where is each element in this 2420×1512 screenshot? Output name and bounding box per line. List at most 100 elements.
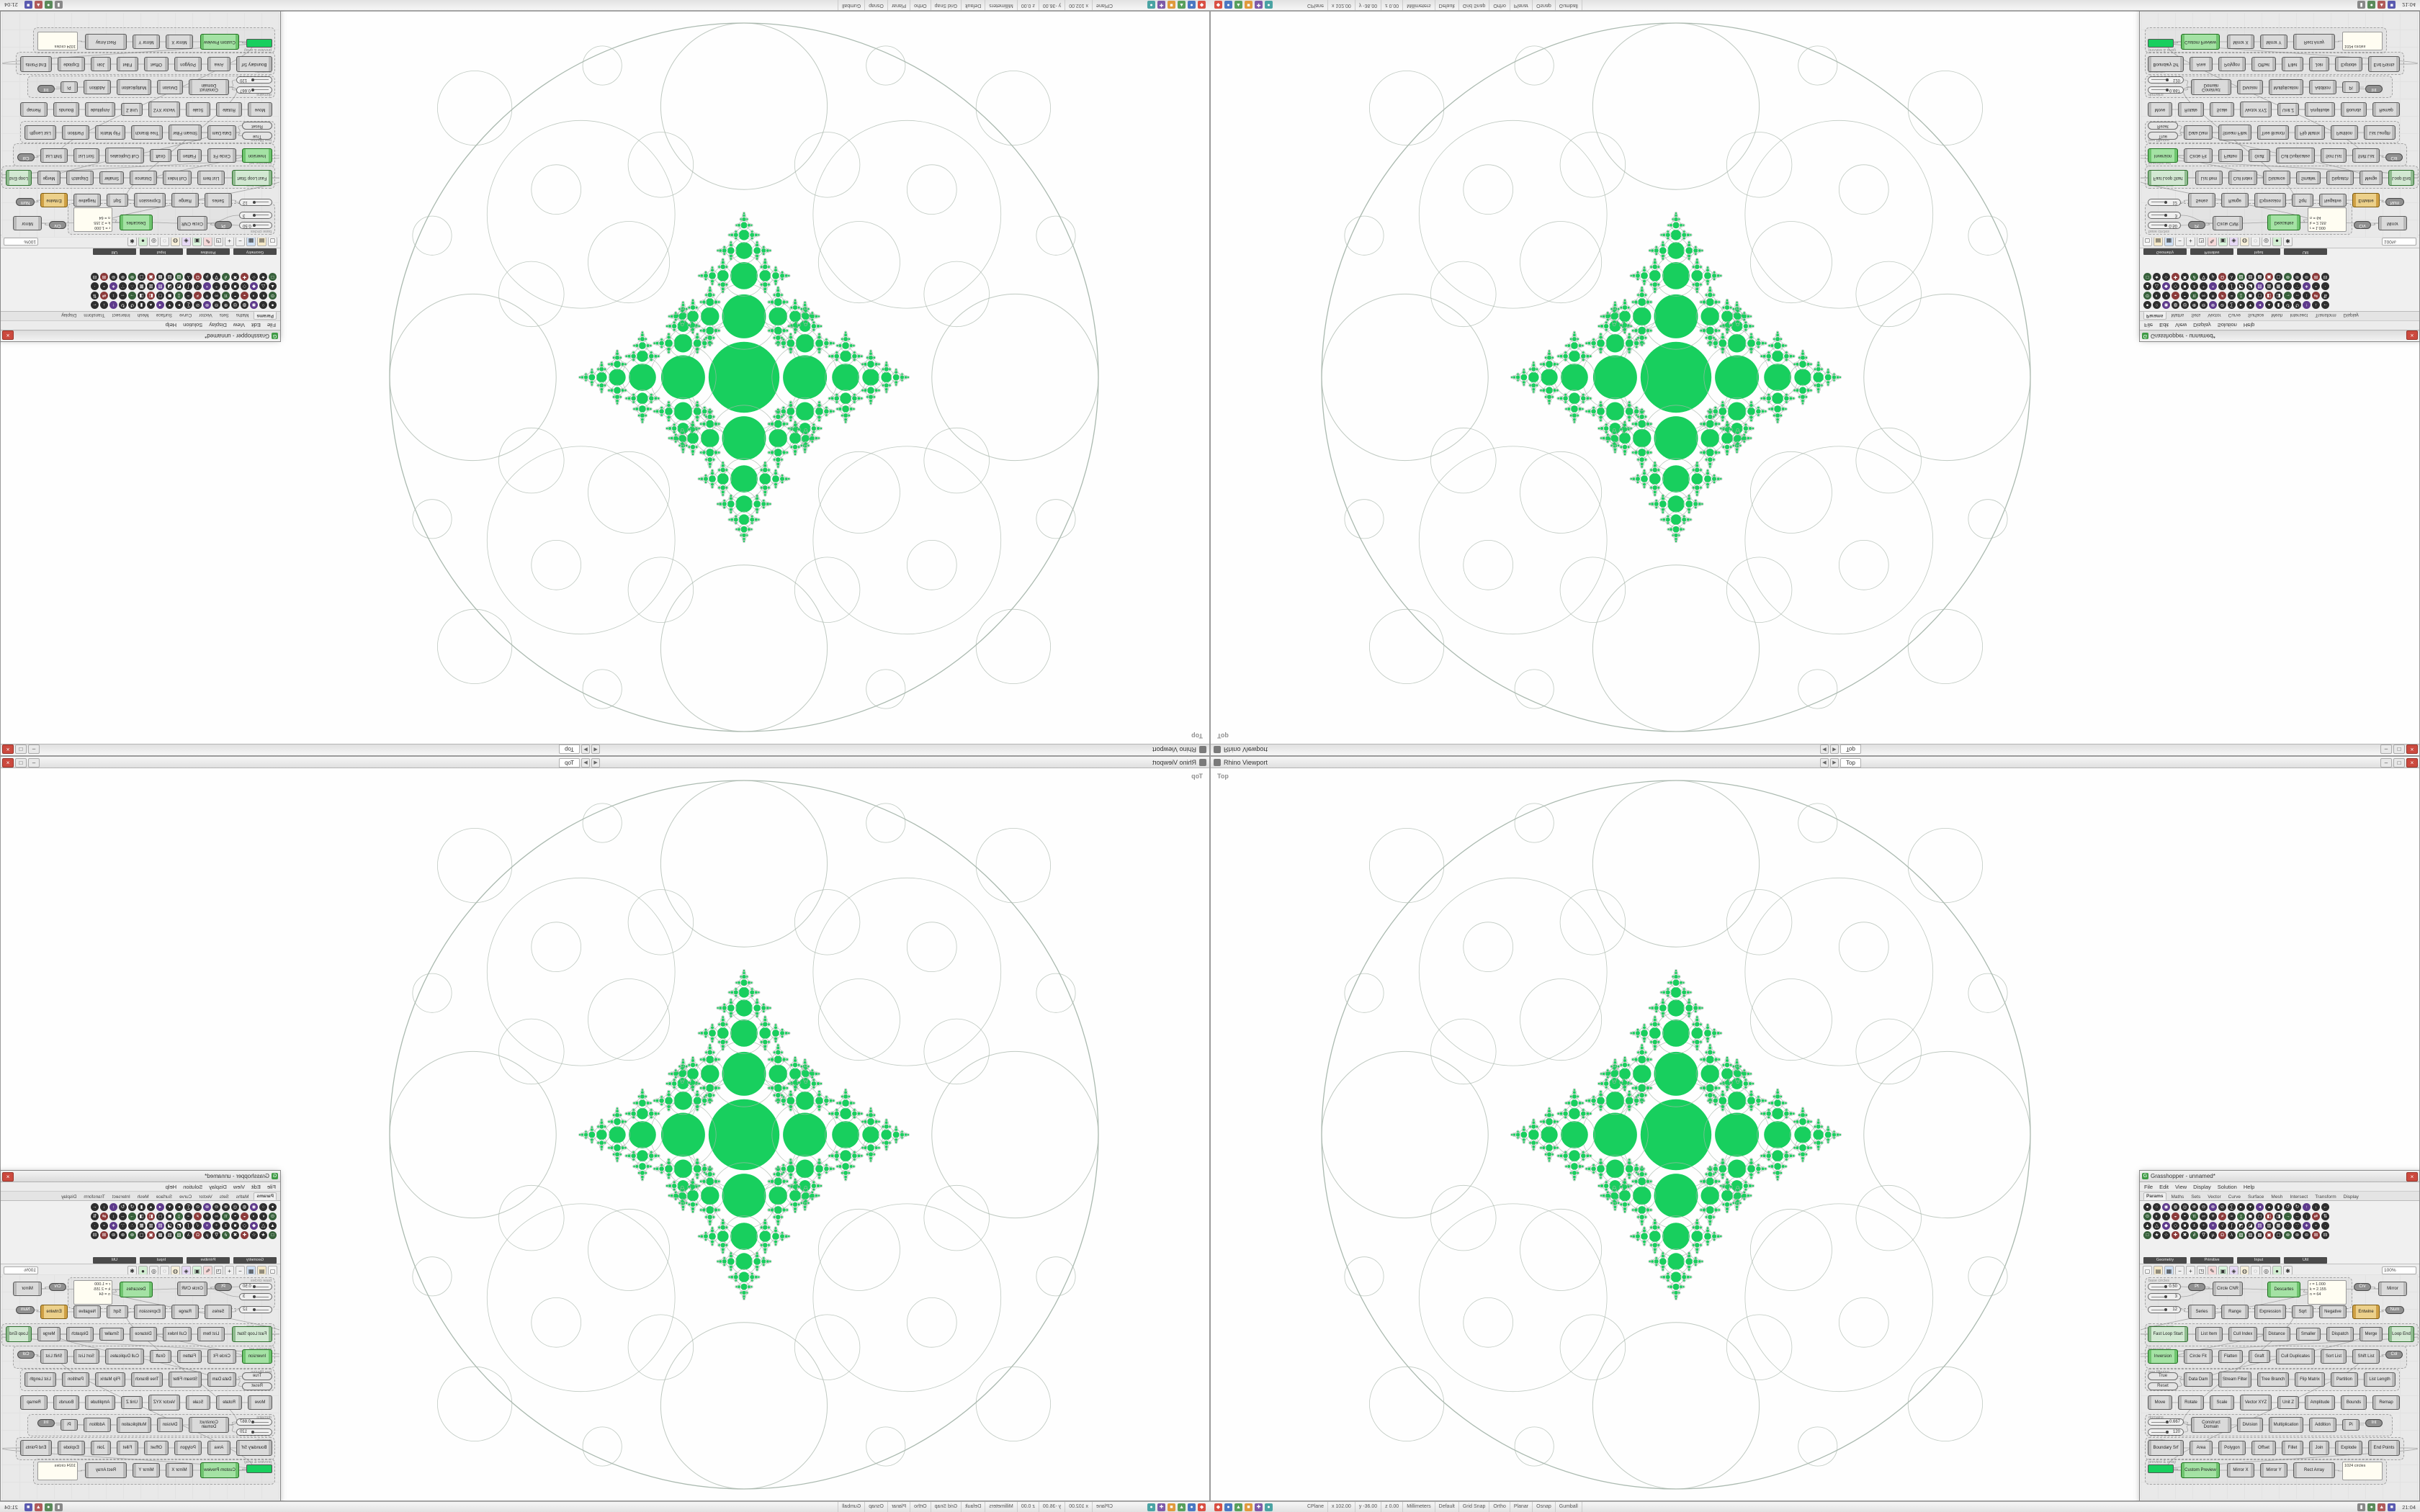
gh-node-construct-domain[interactable]: Construct Domain (2191, 1417, 2231, 1433)
status-token-gumball[interactable]: Gumball (1555, 0, 1582, 10)
gh-node-multiplication[interactable]: Multiplication (2269, 1417, 2303, 1433)
group-icon[interactable]: ▣ (192, 237, 202, 246)
zoom-in-icon[interactable]: + (225, 237, 234, 246)
gh-node-shift-list[interactable]: Shift List (40, 148, 68, 163)
palette-icon[interactable]: ◼ (2246, 1212, 2254, 1220)
palette-icon[interactable]: ◧ (147, 292, 155, 300)
status-token-planar[interactable]: Planar (887, 1502, 910, 1512)
palette-icon[interactable]: ★ (2153, 1231, 2161, 1239)
gh-node-data-dam[interactable]: Data Dam (207, 125, 236, 140)
palette-icon[interactable]: ◪ (166, 282, 174, 290)
gh-node-int[interactable]: Int (37, 85, 55, 93)
palette-icon[interactable]: ▴ (2265, 301, 2273, 309)
prev-tab-arrow-icon[interactable]: ◀ (1820, 758, 1829, 768)
save-file-icon[interactable]: ▦ (2164, 237, 2174, 246)
palette-icon[interactable]: ⊚ (2284, 1231, 2292, 1239)
gh-node-unit-z[interactable]: Unit Z (2277, 103, 2299, 116)
gh-node-descartes[interactable]: Descartes (120, 215, 153, 230)
palette-panel-label[interactable]: Primitive (2190, 248, 2233, 255)
cluster-icon[interactable]: ◈ (2229, 237, 2238, 246)
palette-icon[interactable]: ≡ (203, 1212, 211, 1220)
palette-icon[interactable]: ⊘ (194, 301, 202, 309)
gh-node-list-item[interactable]: List Item (197, 1327, 225, 1341)
palette-icon[interactable]: ∴ (128, 1222, 136, 1230)
palette-icon[interactable]: ⊛ (2293, 1231, 2301, 1239)
gh-node-smaller[interactable]: Smaller (99, 171, 124, 184)
tab-mesh[interactable]: Mesh (137, 312, 149, 318)
palette-icon[interactable]: ⊕ (222, 301, 230, 309)
palette-icon[interactable]: ⊕ (2190, 301, 2198, 309)
tray-icon-3[interactable]: ▲ (34, 1, 42, 9)
maximize-button[interactable]: □ (15, 744, 27, 754)
palette-icon[interactable]: ✖ (231, 273, 239, 281)
viewport-name-label[interactable]: Top (1191, 773, 1203, 780)
palette-icon[interactable]: ▣ (147, 1231, 155, 1239)
gh-node-rect-array[interactable]: Rect Array (85, 34, 127, 50)
status-token-z-0-00[interactable]: z 0.00 (1016, 0, 1039, 10)
palette-icon[interactable]: ⊞ (100, 273, 108, 281)
gh-node-area[interactable]: Area (207, 1441, 230, 1455)
menu-item-solution[interactable]: Solution (183, 1183, 203, 1190)
gh-node-sort-list[interactable]: Sort List (73, 1349, 99, 1364)
palette-icon[interactable]: ∗ (109, 1222, 117, 1230)
palette-icon[interactable]: ◑ (250, 1212, 258, 1220)
app-icon-orange[interactable]: ■ (1245, 1503, 1252, 1511)
gh-node-amplitude[interactable]: Amplitude (85, 102, 115, 117)
gh-node-explode[interactable]: Explode (2335, 1441, 2362, 1455)
status-token-planar[interactable]: Planar (1510, 1502, 1533, 1512)
palette-icon[interactable]: ⊜ (2303, 1231, 2311, 1239)
app-icon-blue[interactable]: ● (1188, 1, 1196, 9)
status-token-x-102-00[interactable]: x 102.00 (1328, 1502, 1355, 1512)
palette-icon[interactable]: π (222, 1212, 230, 1220)
palette-icon[interactable]: ⊟ (91, 273, 99, 281)
app-icon-red[interactable]: ◆ (1214, 1, 1222, 9)
preview-shaded-icon[interactable]: ● (2272, 237, 2282, 246)
palette-icon[interactable]: ⇅ (91, 292, 99, 300)
gh-node-node[interactable] (246, 39, 272, 48)
palette-icon[interactable]: ▦ (138, 1222, 145, 1230)
palette-icon[interactable]: ● (269, 1203, 277, 1211)
palette-panel-label[interactable]: Input (2237, 1257, 2280, 1264)
gh-node-shift-list[interactable]: Shift List (2352, 148, 2380, 163)
gh-node-amplitude[interactable]: Amplitude (85, 1395, 115, 1410)
gh-node-cull-index[interactable]: Cull Index (163, 171, 192, 185)
gh-node-flatten[interactable]: Flatten (177, 1350, 202, 1363)
gh-node-negative[interactable]: Negative (73, 194, 101, 207)
slider-knob[interactable] (2164, 214, 2168, 217)
palette-icon[interactable]: ↑ (109, 301, 117, 309)
gh-node-move[interactable]: Move (2148, 102, 2172, 117)
gh-node-fillet[interactable]: Fillet (2282, 1441, 2303, 1455)
palette-panel-label[interactable]: Primitive (187, 248, 230, 255)
gh-node-mirror[interactable]: Mirror (2378, 216, 2407, 230)
palette-icon[interactable]: ◧ (147, 1212, 155, 1220)
palette-icon[interactable]: ∵ (119, 1222, 127, 1230)
palette-icon[interactable]: ◑ (250, 292, 258, 300)
palette-icon[interactable]: ▧ (2237, 1231, 2245, 1239)
palette-icon[interactable]: ▾ (2246, 1203, 2254, 1211)
status-token-cplane[interactable]: CPlane (1092, 0, 1116, 10)
gh-node-range[interactable]: Range (2221, 1305, 2249, 1319)
palette-icon[interactable]: ◉ (2162, 301, 2170, 309)
palette-icon[interactable]: ↻ (2293, 1203, 2301, 1211)
palette-icon[interactable]: ◇ (2172, 282, 2179, 290)
gh-node-rotate[interactable]: Rotate (2178, 102, 2204, 117)
palette-icon[interactable]: ✖ (2181, 273, 2189, 281)
tab-transform[interactable]: Transform (2315, 1194, 2336, 1200)
gh-node-graft[interactable]: Graft (150, 1350, 171, 1363)
gh-node-cull-index[interactable]: Cull Index (163, 1327, 192, 1341)
palette-icon[interactable]: ▾ (166, 1203, 174, 1211)
tray-icon-2[interactable]: ● (2367, 1, 2376, 9)
palette-icon[interactable]: ∞ (212, 292, 220, 300)
tab-surface[interactable]: Surface (2248, 1194, 2264, 1200)
palette-icon[interactable]: ⊘ (2218, 1203, 2226, 1211)
tab-surface[interactable]: Surface (2248, 312, 2264, 318)
palette-panel-label[interactable]: Util (93, 1257, 136, 1264)
palette-icon[interactable]: ≈ (184, 292, 192, 300)
palette-icon[interactable]: ▢ (2275, 273, 2282, 281)
rhino-viewport[interactable]: Top (1, 12, 1209, 744)
palette-icon[interactable]: ≈ (184, 1212, 192, 1220)
tab-maths[interactable]: Maths (236, 312, 249, 318)
gh-node-stream-filter[interactable]: Stream Filter (169, 1372, 202, 1387)
palette-icon[interactable]: ◂ (2256, 1203, 2264, 1211)
gh-node-end-points[interactable]: End Points (2368, 1440, 2400, 1456)
